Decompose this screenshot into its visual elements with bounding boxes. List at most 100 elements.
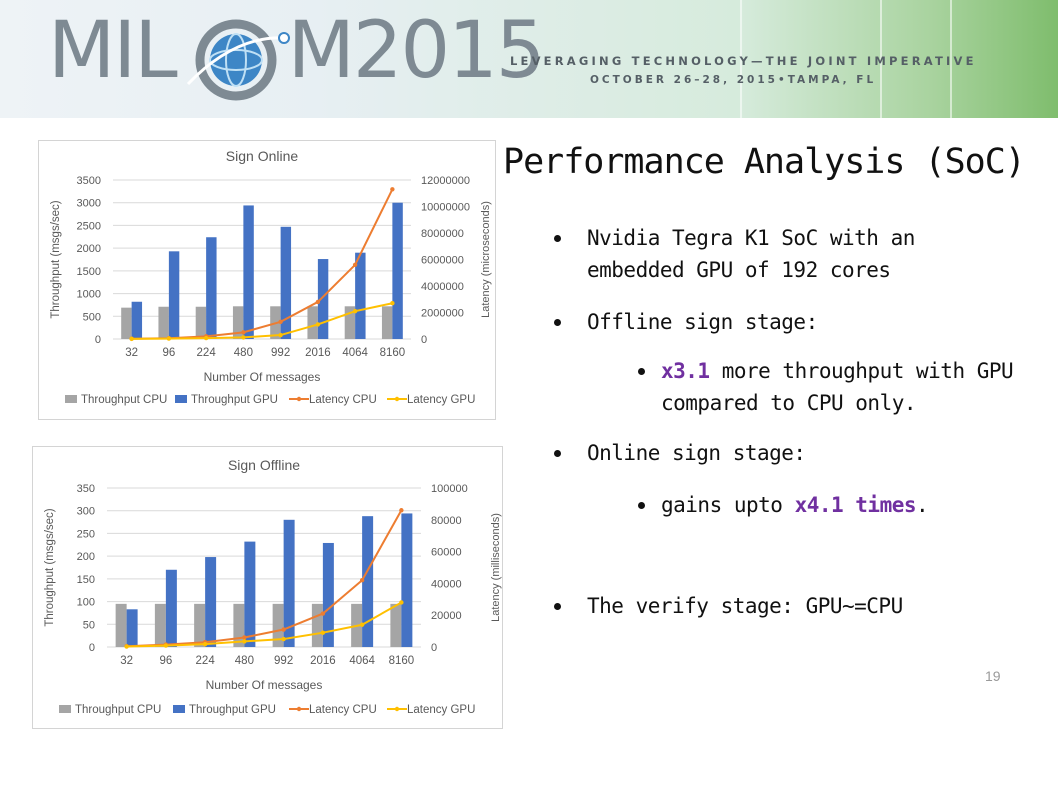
- bar-throughput-gpu: [317, 259, 329, 339]
- banner-tagline: LEVERAGING TECHNOLOGY—THE JOINT IMPERATI…: [510, 54, 977, 68]
- point-latency-cpu: [359, 578, 365, 583]
- x-axis-label: Number Of messages: [206, 678, 323, 692]
- highlight-x3-1: x3.1: [661, 359, 710, 383]
- legend-marker: [394, 396, 400, 402]
- y2-tick-label: 40000: [431, 578, 462, 590]
- bar-throughput-cpu: [195, 306, 207, 339]
- point-latency-gpu: [352, 308, 358, 314]
- y2-tick-label: 60000: [431, 547, 462, 559]
- bullet-verify: The verify stage: GPU~=CPU: [554, 590, 987, 622]
- bar-throughput-cpu: [381, 306, 393, 339]
- point-latency-gpu: [242, 639, 247, 644]
- y-tick-label: 2000: [77, 243, 101, 255]
- x-tick-label: 96: [159, 655, 172, 667]
- legend-swatch: [59, 705, 71, 713]
- y2-axis-label: Latency (microseconds): [480, 201, 492, 318]
- legend-label: Throughput CPU: [75, 704, 161, 716]
- x-tick-label: 224: [196, 655, 216, 667]
- bar-throughput-cpu: [344, 306, 356, 339]
- y2-tick-label: 6000000: [421, 255, 464, 267]
- y2-tick-label: 10000000: [421, 202, 470, 214]
- point-latency-gpu: [320, 630, 326, 635]
- y-axis-label: Throughput (msgs/sec): [44, 508, 56, 626]
- bar-throughput-gpu: [362, 516, 374, 647]
- chart-title: Sign Online: [226, 148, 299, 164]
- bullet-text: Online sign stage:: [587, 441, 806, 465]
- bar-throughput-gpu: [392, 202, 403, 339]
- y2-tick-label: 0: [421, 334, 427, 346]
- bar-throughput-cpu: [232, 306, 244, 339]
- bar-throughput-gpu: [322, 542, 334, 647]
- x-tick-label: 480: [234, 347, 253, 359]
- line-latency-gpu: [126, 601, 402, 648]
- point-latency-cpu: [278, 319, 283, 324]
- x-tick-label: 480: [235, 655, 254, 667]
- y-tick-label: 3500: [77, 175, 101, 187]
- y-tick-label: 0: [95, 334, 101, 346]
- bar-throughput-gpu: [355, 252, 366, 339]
- bar-throughput-cpu: [307, 306, 318, 339]
- point-latency-cpu: [399, 508, 404, 513]
- bar-throughput-gpu: [401, 513, 413, 647]
- bar-throughput-cpu: [390, 603, 402, 647]
- slide-title: Performance Analysis (SoC): [503, 142, 1026, 182]
- bar-throughput-cpu: [158, 306, 169, 339]
- bar-throughput-cpu: [154, 603, 166, 647]
- bullet-dot-icon: [554, 450, 561, 457]
- bar-throughput-gpu: [280, 226, 292, 339]
- bar-throughput-gpu: [131, 301, 143, 339]
- point-latency-gpu: [390, 301, 395, 306]
- y-tick-label: 3000: [77, 198, 101, 210]
- legend-swatch: [175, 395, 187, 403]
- point-latency-gpu: [129, 336, 134, 342]
- x-axis-label: Number Of messages: [204, 370, 321, 384]
- x-tick-label: 2016: [305, 347, 331, 359]
- bullet-soc: Nvidia Tegra K1 SoC with an embedded GPU…: [554, 222, 987, 286]
- point-latency-cpu: [352, 262, 358, 267]
- banner-dateline: OCTOBER 26–28, 2015•TAMPA, FL: [590, 74, 877, 86]
- point-latency-gpu: [202, 641, 208, 647]
- x-tick-label: 224: [197, 347, 217, 359]
- legend-label: Throughput GPU: [189, 704, 276, 716]
- x-tick-label: 992: [271, 347, 290, 359]
- y2-tick-label: 2000000: [421, 308, 464, 320]
- y-tick-label: 250: [77, 528, 95, 540]
- bar-throughput-gpu: [244, 541, 256, 647]
- y2-tick-label: 8000000: [421, 228, 464, 240]
- y2-axis-label: Latency (milliseconds): [490, 513, 502, 622]
- bullet-text: The verify stage: GPU~=CPU: [587, 594, 903, 618]
- bar-throughput-cpu: [121, 307, 132, 339]
- sign-online-chart: 0 500 1000 1500 2000 2500 3000 3500 0 2000000 4000…: [50, 148, 492, 406]
- point-latency-gpu: [203, 335, 209, 341]
- x-tick-label: 96: [162, 347, 175, 359]
- y-tick-label: 300: [77, 506, 95, 518]
- bar-throughput-gpu: [243, 205, 254, 339]
- bar-throughput-cpu: [233, 603, 245, 647]
- globe-logo-icon: [186, 19, 290, 101]
- bullet-online: Online sign stage:: [554, 437, 987, 469]
- legend-label: Latency GPU: [407, 704, 475, 716]
- highlight-x4-1: x4.1 times: [794, 493, 917, 517]
- bar-throughput-gpu: [165, 569, 177, 647]
- bar-throughput-gpu: [206, 237, 217, 339]
- sign-offline-chart: 0 50 100 150 200 250 300 350 0 20000 40000 60000 800…: [44, 457, 502, 716]
- bar-throughput-gpu: [126, 609, 138, 647]
- y-tick-label: 0: [89, 642, 95, 654]
- y2-tick-label: 20000: [431, 610, 462, 622]
- sign-online-chart-frame: 0 500 1000 1500 2000 2500 3000 3500 0 2000000 4000…: [38, 140, 496, 420]
- bullet-online-detail: gains upto x4.1 times.: [638, 489, 1031, 521]
- x-tick-label: 4064: [349, 655, 375, 667]
- legend-label: Latency GPU: [407, 394, 475, 406]
- conference-banner: MILCOM2015 LEVERAGING TECHNOLOGY—THE JOI…: [0, 0, 1058, 118]
- legend-marker: [394, 706, 400, 712]
- point-latency-gpu: [399, 600, 404, 605]
- point-latency-gpu: [315, 322, 321, 327]
- point-latency-gpu: [241, 335, 246, 340]
- bar-throughput-gpu: [205, 557, 217, 647]
- point-latency-gpu: [281, 636, 286, 642]
- point-latency-gpu: [163, 643, 169, 648]
- bullet-text: Nvidia Tegra K1 SoC with an embedded GPU…: [587, 226, 915, 282]
- x-tick-label: 32: [125, 347, 138, 359]
- bullet-dot-icon: [554, 235, 561, 242]
- point-latency-cpu: [281, 627, 286, 632]
